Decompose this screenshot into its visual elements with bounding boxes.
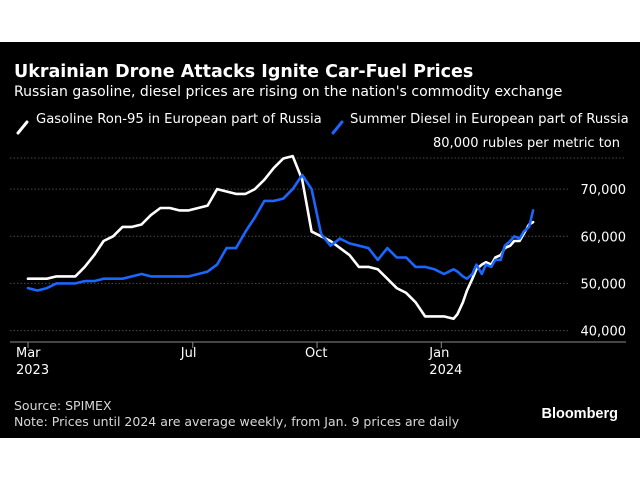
y-axis-units: 80,000 rubles per metric ton bbox=[433, 136, 620, 151]
legend-swatch-gasoline bbox=[16, 120, 29, 135]
legend-label-gasoline: Gasoline Ron-95 in European part of Russ… bbox=[36, 112, 322, 127]
line-chart: 40,000 50,000 60,000 70,000 Mar 2023 Jul Oct Jan… bbox=[10, 120, 627, 378]
chart-subtitle: Russian gasoline, diesel prices are risi… bbox=[14, 84, 563, 100]
legend-label-diesel: Summer Diesel in European part of Russia bbox=[350, 112, 629, 127]
y-tick-label: 60,000 bbox=[581, 230, 627, 245]
diesel-series-line bbox=[26, 173, 535, 292]
x-tick-year-label: 2024 bbox=[429, 363, 462, 378]
x-tick-label: Mar bbox=[16, 346, 41, 361]
chart-panel: Ukrainian Drone Attacks Ignite Car-Fuel … bbox=[0, 42, 640, 438]
source-note: Source: SPIMEX bbox=[14, 398, 112, 413]
x-tick-year-label: 2023 bbox=[16, 363, 49, 378]
footnote: Note: Prices until 2024 are average week… bbox=[14, 414, 460, 429]
y-tick-label: 50,000 bbox=[581, 277, 627, 292]
legend-swatch-diesel bbox=[331, 120, 344, 135]
y-tick-label: 40,000 bbox=[581, 325, 627, 340]
chart-title: Ukrainian Drone Attacks Ignite Car-Fuel … bbox=[14, 62, 474, 82]
bloomberg-logo: Bloomberg bbox=[541, 406, 618, 422]
x-tick-label: Jul bbox=[180, 346, 197, 361]
gasoline-series-line bbox=[26, 154, 535, 321]
x-tick-label: Jan bbox=[428, 346, 449, 361]
x-tick-label: Oct bbox=[305, 346, 327, 361]
y-tick-label: 70,000 bbox=[581, 183, 627, 198]
